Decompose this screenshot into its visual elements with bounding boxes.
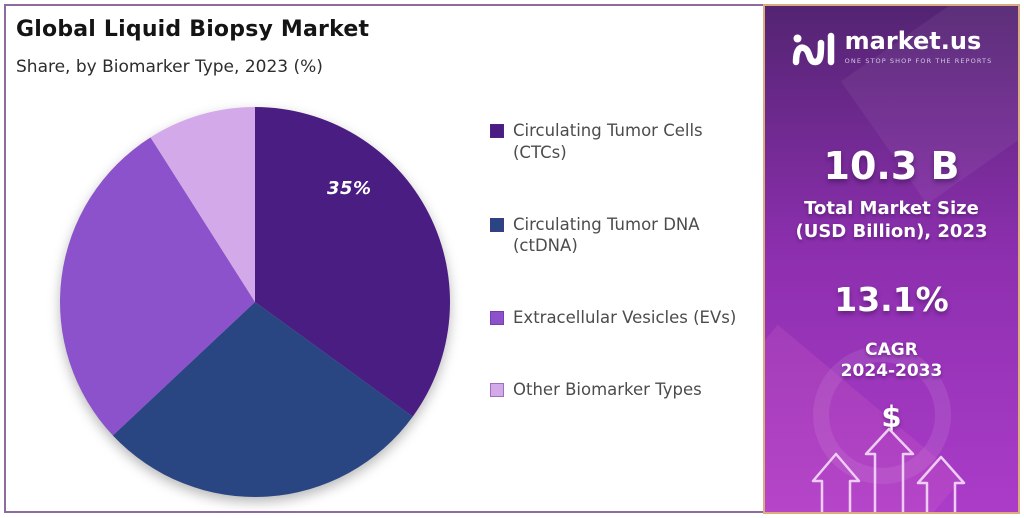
- chart-title: Global Liquid Biopsy Market: [16, 17, 370, 42]
- chart-subtitle: Share, by Biomarker Type, 2023 (%): [16, 57, 323, 77]
- legend-swatch-0: [490, 124, 504, 138]
- cagr-label: CAGR 2024-2033: [765, 340, 1018, 383]
- legend-label-1: Circulating Tumor DNA (ctDNA): [513, 214, 700, 256]
- market-size-value: 10.3 B: [823, 144, 960, 188]
- legend-item-3: Other Biomarker Types: [490, 379, 750, 401]
- legend-swatch-3: [490, 382, 504, 397]
- cagr-value: 13.1%: [834, 280, 949, 319]
- market-size-label-line2: (USD Billion), 2023: [795, 220, 988, 242]
- chart-legend: Circulating Tumor Cells (CTCs) Circulatin…: [490, 120, 750, 401]
- dollar-icon: $: [881, 400, 902, 434]
- pie-slice-2: [60, 137, 255, 436]
- marketus-logo-icon: [792, 32, 834, 66]
- legend-label-2: Extracellular Vesicles (EVs): [513, 308, 737, 328]
- pie-slice-1: [112, 302, 413, 498]
- legend-item-2: Extracellular Vesicles (EVs): [490, 307, 750, 329]
- growth-arrows-icon: [811, 427, 966, 512]
- cagr-label-line1: CAGR: [865, 340, 918, 360]
- legend-label-3: Other Biomarker Types: [513, 379, 702, 399]
- market-size-label: Total Market Size (USD Billion), 2023: [765, 198, 1018, 243]
- cagr-label-line2: 2024-2033: [840, 361, 943, 382]
- market-size-label-line1: Total Market Size: [804, 198, 979, 219]
- legend-swatch-2: [490, 311, 504, 326]
- brand-sidebar: market.us ONE STOP SHOP FOR THE REPORTS …: [763, 4, 1020, 514]
- pie-data-label: 35%: [327, 178, 372, 199]
- brand-name: market.us: [844, 27, 982, 55]
- pie-slice-3: [150, 107, 255, 302]
- legend-swatch-1: [490, 217, 504, 232]
- legend-item-0: Circulating Tumor Cells (CTCs): [490, 120, 750, 164]
- legend-label-0: Circulating Tumor Cells (CTCs): [513, 121, 703, 162]
- legend-item-1: Circulating Tumor DNA (ctDNA): [490, 214, 750, 258]
- pie-slice-0: [255, 107, 450, 417]
- brand-tagline: ONE STOP SHOP FOR THE REPORTS: [844, 57, 993, 65]
- brand-logo: market.us ONE STOP SHOP FOR THE REPORTS: [765, 28, 1018, 66]
